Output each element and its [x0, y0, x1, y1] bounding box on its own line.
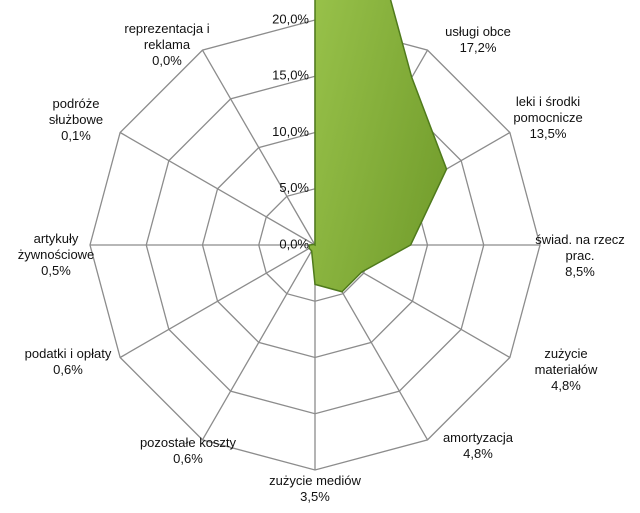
- category-label: podróże służbowe 0,1%: [36, 96, 116, 144]
- value-label: 17,2%: [459, 40, 497, 55]
- value-label: 8,5%: [565, 264, 595, 279]
- category-label: podatki i opłaty 0,6%: [13, 346, 123, 378]
- r-tick-label: 15,0%: [272, 68, 309, 83]
- r-tick-label: 20,0%: [272, 11, 309, 26]
- category-name: usługi obce: [445, 24, 511, 39]
- category-name: podróże służbowe: [48, 96, 104, 127]
- category-label: zużycie mediów 3,5%: [255, 473, 375, 505]
- value-label: 0,6%: [173, 451, 203, 466]
- category-label: reprezentacja i reklama 0,0%: [107, 21, 227, 69]
- value-label: 0,1%: [61, 128, 91, 143]
- r-tick-label: 0,0%: [279, 236, 309, 251]
- category-label: pozostałe koszty 0,6%: [133, 435, 243, 467]
- category-label: leki i środki pomocnicze 13,5%: [498, 94, 598, 142]
- axis-spoke: [119, 131, 316, 246]
- category-label: artykuły żywnościowe 0,5%: [6, 231, 106, 279]
- category-name: leki i środki pomocnicze: [513, 94, 583, 125]
- r-tick-label: 5,0%: [279, 180, 309, 195]
- value-label: 0,6%: [53, 362, 83, 377]
- value-label: 4,8%: [551, 378, 581, 393]
- r-tick-label: 10,0%: [272, 124, 309, 139]
- category-label: zużycie materiałów 4,8%: [526, 346, 606, 394]
- value-label: 3,5%: [300, 489, 330, 504]
- category-label: usługi obce 17,2%: [433, 24, 523, 56]
- category-label: amortyzacja 4,8%: [433, 430, 523, 462]
- value-label: 0,0%: [152, 53, 182, 68]
- value-label: 13,5%: [529, 126, 567, 141]
- category-name: podatki i opłaty: [24, 346, 112, 361]
- category-label: świad. na rzecz prac. 8,5%: [524, 232, 636, 280]
- category-name: świad. na rzecz prac.: [535, 232, 625, 263]
- axis-spoke: [201, 244, 316, 441]
- category-name: zużycie materiałów: [534, 346, 598, 377]
- category-name: artykuły żywnościowe: [17, 231, 95, 262]
- axis-spoke: [119, 244, 316, 359]
- axis-spoke: [201, 49, 316, 246]
- category-name: zużycie mediów: [269, 473, 361, 488]
- category-name: reprezentacja i reklama: [124, 21, 210, 52]
- value-label: 4,8%: [463, 446, 493, 461]
- category-name: pozostałe koszty: [139, 435, 237, 450]
- value-label: 0,5%: [41, 263, 71, 278]
- data-area: [308, 0, 448, 293]
- category-name: amortyzacja: [442, 430, 514, 445]
